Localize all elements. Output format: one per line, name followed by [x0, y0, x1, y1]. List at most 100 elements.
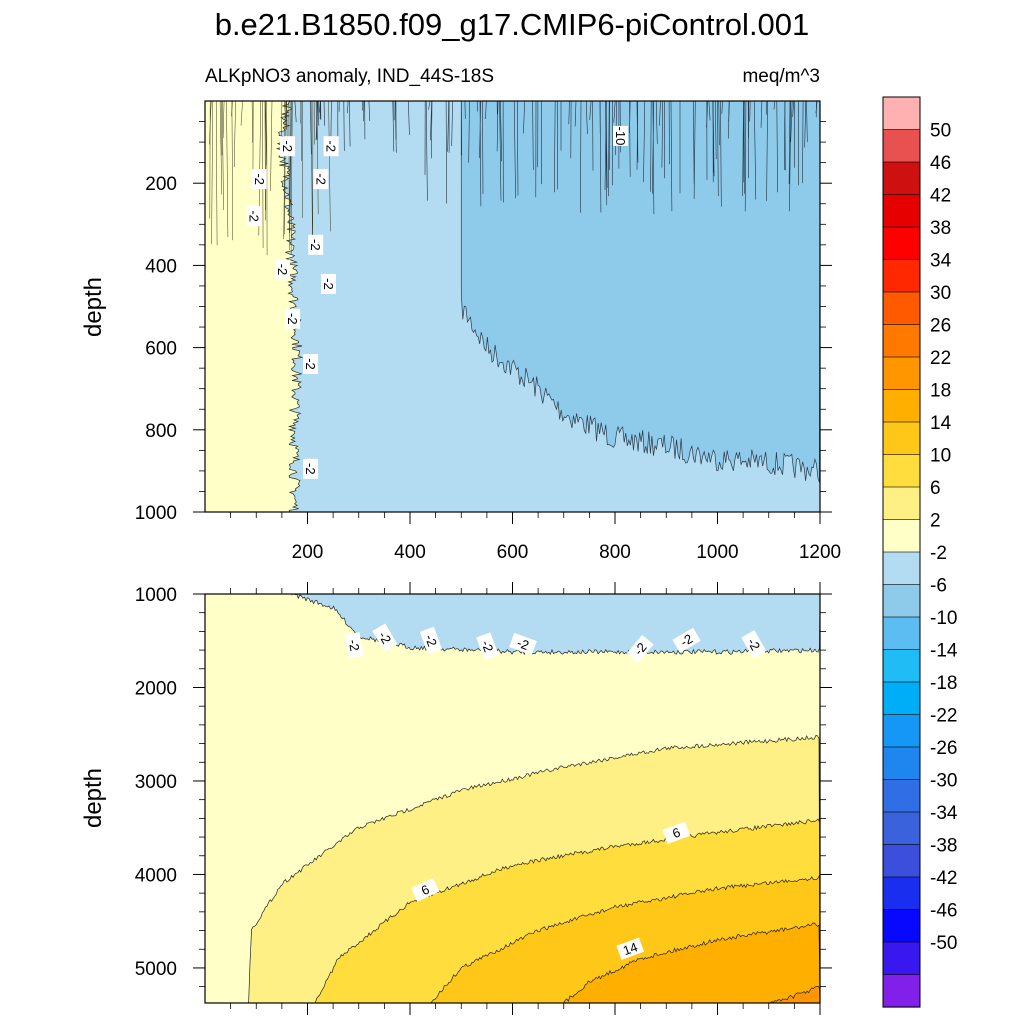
top-xtick-label: 800: [599, 542, 631, 563]
top-contour-streak: [789, 101, 792, 212]
top-contour-streak: [425, 101, 428, 201]
bottom-ytick-label: 2000: [135, 678, 177, 699]
top-contour-streak: [283, 101, 286, 240]
top-contour-streak: [636, 101, 639, 170]
colorbar-label: -26: [930, 738, 957, 759]
bottom-region-p18p22: [768, 986, 820, 1003]
top-contour-streak: [720, 101, 722, 207]
top-contour-streak: [568, 101, 570, 125]
top-contour-streak: [792, 101, 794, 118]
top-contour-streak: [589, 101, 592, 120]
top-contour-streak: [650, 101, 652, 192]
svg-text:14: 14: [621, 939, 640, 958]
colorbar-label: 14: [930, 413, 952, 434]
bottom-contour-label: 6: [411, 877, 440, 902]
top-contour-label: -2: [308, 234, 324, 255]
top-contour-streak: [349, 101, 351, 147]
top-contour-streak: [368, 101, 371, 122]
bottom-contour-label: -2: [344, 632, 364, 659]
bottom-ytick-label: 5000: [135, 959, 177, 980]
svg-text:-2: -2: [303, 463, 318, 475]
colorbar-label: -6: [930, 576, 947, 597]
top-contour-streak: [513, 101, 516, 199]
top-contour-streak: [323, 101, 325, 126]
top-contour-streak: [523, 101, 525, 134]
top-contour-streak: [240, 101, 243, 126]
svg-text:-2: -2: [515, 635, 531, 653]
svg-text:-2: -2: [303, 358, 318, 370]
colorbar-swatch: [882, 779, 921, 813]
colorbar-label: 22: [930, 348, 951, 369]
colorbar-label: -30: [930, 771, 957, 792]
colorbar-swatch: [882, 714, 921, 748]
colorbar-swatch: [882, 844, 921, 878]
svg-text:-2: -2: [324, 140, 339, 152]
top-contour-streak: [300, 101, 302, 161]
bottom-contour-label: -2: [741, 630, 767, 659]
colorbar-label: -50: [930, 933, 957, 954]
colorbar-swatch: [882, 584, 921, 618]
top-contour-streak: [585, 101, 588, 135]
top-ytick-label: 400: [145, 256, 177, 277]
colorbar-label: 42: [930, 186, 951, 207]
top-contour-streak: [496, 101, 499, 152]
top-contour-streak: [231, 101, 234, 241]
top-contour-streak: [316, 101, 319, 215]
top-contour-streak: [804, 101, 807, 148]
top-contour-streak: [599, 101, 602, 213]
top-contour-streak: [310, 101, 313, 245]
top-contour-streak: [706, 101, 709, 128]
top-contour-streak: [604, 101, 607, 191]
colorbar-swatch: [882, 681, 921, 716]
top-contour-label: -2: [251, 169, 267, 190]
top-subtitle-left: ALKpNO3 anomaly, IND_44S-18S: [205, 66, 494, 87]
top-contour-streak: [219, 101, 223, 195]
top-contour-streak: [744, 101, 747, 212]
top-contour-label: -2: [246, 206, 262, 227]
top-contour-streak: [708, 101, 711, 121]
colorbar-label: 6: [930, 478, 941, 499]
top-contour-streak: [289, 101, 292, 251]
top-subtitle-right: meq/m^3: [742, 66, 820, 87]
colorbar-label: 34: [930, 251, 952, 272]
bottom-region-p14p18: [563, 922, 820, 1003]
top-contour-streak: [670, 101, 673, 212]
top-contour-label: -2: [321, 273, 336, 294]
bottom-panel: -2 -2 -2 -2 -2 -2 -2 -2 6 6 14 1000 2000 3000 4000 5000: [135, 582, 832, 1015]
svg-text:-2: -2: [422, 633, 440, 649]
top-contour-streak: [693, 101, 695, 185]
colorbar-swatch: [882, 389, 921, 423]
top-contour-streak: [554, 101, 556, 193]
top-contour-label: -2: [303, 354, 319, 374]
bottom-contour-label: -2: [476, 632, 499, 661]
top-contour-streak: [222, 101, 224, 210]
svg-text:-2: -2: [346, 638, 363, 652]
bottom-contour-label: -2: [626, 634, 654, 663]
top-contour-streak: [310, 101, 312, 155]
colorbar-label: 2: [930, 511, 941, 532]
colorbar-swatch: [882, 421, 921, 456]
top-panel: -2 -2 -2 -2 -2 -2 -2 -2 -2 -2 -2 -10 200 400 600 800 100…: [135, 100, 841, 563]
top-contour-streak: [718, 101, 720, 146]
colorbar-swatch: [882, 811, 921, 846]
top-contour-streak: [231, 101, 233, 117]
top-contour-streak: [652, 101, 655, 215]
colorbar-swatch: [882, 909, 921, 943]
top-contour-streak: [447, 101, 449, 152]
colorbar-swatch: [882, 96, 921, 131]
top-xtick-label: 400: [394, 542, 426, 563]
colorbar-swatch: [882, 486, 921, 521]
top-contour-label: -10: [613, 125, 629, 146]
top-contour-streak: [233, 101, 236, 168]
colorbar-frame: [882, 96, 921, 1008]
colorbar-swatch: [882, 226, 921, 261]
top-contour-streak: [754, 101, 757, 200]
top-contour-streak: [749, 101, 751, 122]
top-contour-streak: [264, 101, 266, 221]
top-region-minus2-2: [205, 101, 304, 512]
colorbar-label: -22: [930, 706, 957, 727]
colorbar-swatch: [882, 974, 921, 1008]
colorbar-label: 18: [930, 381, 951, 402]
top-contour-label: -2: [303, 458, 319, 479]
colorbar-label: -34: [930, 803, 958, 824]
